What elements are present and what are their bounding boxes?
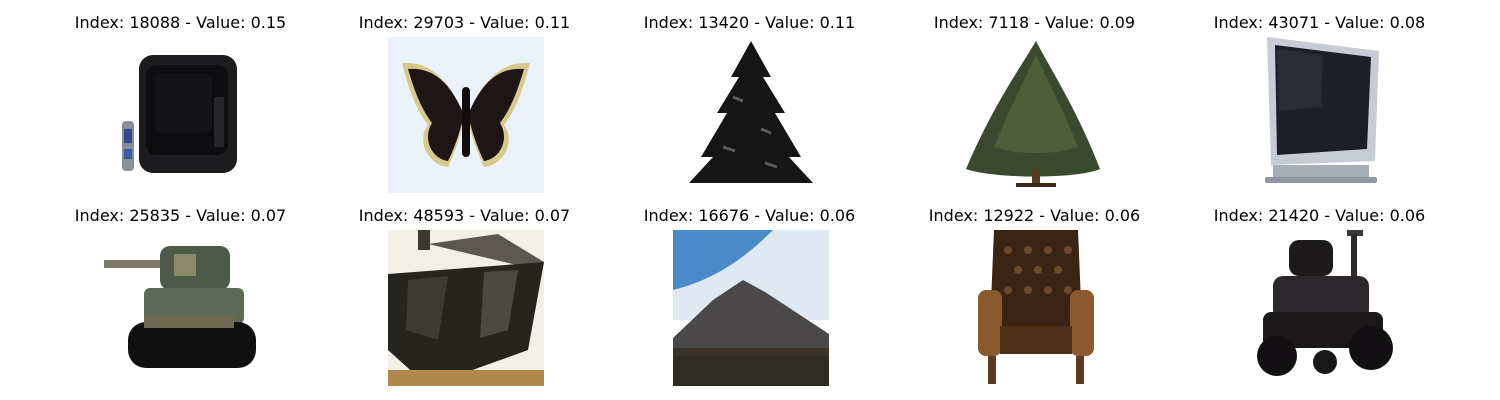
image-title: Index: 18088 - Value: 0.15 bbox=[74, 13, 287, 32]
image-title: Index: 21420 - Value: 0.06 bbox=[1213, 206, 1426, 225]
tree-icon bbox=[958, 37, 1114, 193]
pine-tree-icon bbox=[673, 37, 829, 193]
tv-icon bbox=[104, 37, 260, 193]
image-title: Index: 12922 - Value: 0.06 bbox=[928, 206, 1141, 225]
image-title: Index: 25835 - Value: 0.07 bbox=[74, 206, 287, 225]
monitor-icon bbox=[1243, 37, 1399, 193]
image-title: Index: 48593 - Value: 0.07 bbox=[358, 206, 571, 225]
chair-icon bbox=[958, 230, 1114, 386]
image-title: Index: 29703 - Value: 0.11 bbox=[358, 13, 571, 32]
tank-closeup-icon bbox=[388, 230, 544, 386]
image-title: Index: 7118 - Value: 0.09 bbox=[933, 13, 1136, 32]
image-title: Index: 16676 - Value: 0.06 bbox=[643, 206, 856, 225]
butterfly-icon bbox=[388, 37, 544, 193]
image-title: Index: 43071 - Value: 0.08 bbox=[1213, 13, 1426, 32]
lawn-mower-icon bbox=[1243, 230, 1399, 386]
mountain-icon bbox=[673, 230, 829, 386]
tank-icon bbox=[104, 230, 260, 386]
image-title: Index: 13420 - Value: 0.11 bbox=[643, 13, 856, 32]
